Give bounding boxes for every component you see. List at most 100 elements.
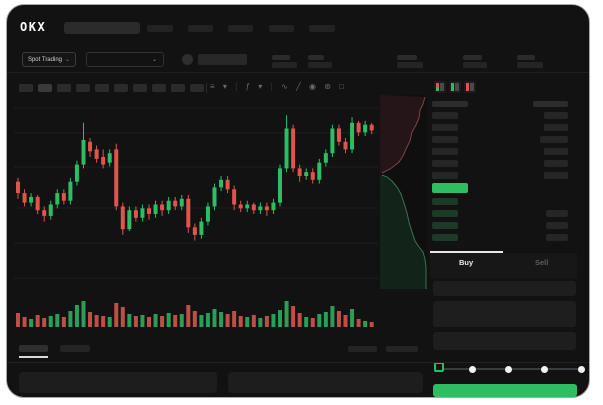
nav-item[interactable] (228, 25, 253, 32)
total-field[interactable] (433, 332, 576, 350)
volume-bar (166, 313, 171, 327)
book-asks-icon[interactable] (464, 81, 476, 93)
tab-buy[interactable]: Buy (459, 258, 474, 267)
volume-bar (192, 311, 197, 327)
volume-bar (343, 315, 348, 327)
last-price-badge[interactable] (432, 183, 468, 193)
volume-bar (140, 315, 145, 327)
ask-row-price[interactable] (432, 172, 458, 179)
ask-row-price[interactable] (432, 160, 458, 167)
timeframe-button[interactable] (133, 84, 147, 92)
bid-row-amount[interactable] (546, 210, 568, 217)
candle-body (120, 206, 125, 230)
ask-row-amount[interactable] (544, 160, 568, 167)
timeframe-button[interactable] (114, 84, 128, 92)
orders-tab[interactable] (60, 345, 90, 352)
settings-icon[interactable]: ⊛ (324, 81, 331, 91)
timeframe-button[interactable] (171, 84, 185, 92)
bid-row-price[interactable] (432, 210, 458, 217)
amount-field[interactable] (433, 301, 576, 327)
indicators-chevron-icon[interactable]: ▾ (258, 81, 263, 91)
volume-bar (68, 311, 73, 327)
book-bids-icon[interactable] (449, 81, 461, 93)
ask-row-amount[interactable] (544, 112, 568, 119)
market-type-selector[interactable]: Spot Trading ⌄ (22, 52, 76, 67)
stat-label-placeholder (308, 55, 324, 60)
bottom-link[interactable] (386, 346, 418, 352)
timeframe-button[interactable] (19, 84, 33, 92)
slider-stop-dot[interactable] (469, 366, 476, 373)
timeframe-button[interactable] (76, 84, 90, 92)
buy-submit-button[interactable] (433, 384, 577, 397)
chart-type-icon[interactable]: ≡ (210, 81, 215, 91)
slider-handle[interactable] (434, 362, 444, 372)
orders-tab-active[interactable] (19, 345, 48, 352)
nav-item[interactable] (269, 25, 294, 32)
volume-bar (271, 314, 276, 327)
indicators-icon[interactable]: ƒ (245, 81, 251, 91)
bottom-divider (7, 362, 589, 363)
snapshot-icon[interactable]: ◉ (309, 81, 316, 91)
bottom-link[interactable] (348, 346, 377, 352)
slider-stop-dot[interactable] (578, 366, 585, 373)
timeframe-button[interactable] (38, 84, 52, 92)
slider-stop-dot[interactable] (541, 366, 548, 373)
candle-body (22, 193, 27, 203)
volume-bar (179, 314, 184, 327)
line-tool-icon[interactable]: ∿ (281, 81, 288, 91)
timeframe-button[interactable] (95, 84, 109, 92)
candle-body (343, 141, 348, 150)
ask-row-price[interactable] (432, 148, 458, 155)
ask-row-amount[interactable] (540, 136, 568, 143)
candle-body (35, 196, 40, 211)
bid-row-price[interactable] (432, 234, 458, 241)
candle-body (147, 208, 151, 214)
ask-row-amount[interactable] (544, 172, 568, 179)
candle-body (291, 128, 296, 169)
candle-body (363, 124, 368, 133)
slider-stop-dot[interactable] (505, 366, 512, 373)
search-input[interactable] (64, 22, 140, 34)
candle-body (133, 210, 138, 218)
tab-sell[interactable]: Sell (535, 258, 549, 267)
volume-bar (232, 311, 237, 327)
draw-tool-icon[interactable]: ╱ (295, 81, 301, 91)
volume-bar (48, 316, 53, 327)
candle-body (140, 208, 145, 218)
candle-body (245, 204, 250, 209)
volume-bar (133, 316, 138, 327)
pair-selector[interactable]: ⌄ (86, 52, 164, 67)
bid-row-price[interactable] (432, 198, 458, 205)
bid-row-amount[interactable] (546, 234, 568, 241)
candlestick-chart[interactable] (14, 95, 378, 335)
candle-body (205, 206, 210, 222)
chart-type-chevron-icon[interactable]: ▾ (222, 81, 227, 91)
volume-bar (29, 319, 34, 327)
fullscreen-icon[interactable]: □ (339, 81, 344, 91)
order-tab-bar (430, 253, 577, 278)
volume-bar (225, 314, 230, 327)
bid-row-price[interactable] (432, 222, 458, 229)
okx-logo: OKX (20, 20, 47, 34)
ask-row-amount[interactable] (544, 124, 568, 131)
volume-bar (205, 313, 210, 327)
timeframe-button[interactable] (152, 84, 166, 92)
volume-bar (291, 306, 296, 327)
nav-item[interactable] (147, 25, 173, 32)
volume-bar (356, 319, 361, 327)
book-both-icon[interactable] (434, 81, 446, 93)
ask-row-price[interactable] (432, 112, 458, 119)
timeframe-button[interactable] (190, 84, 204, 92)
volume-bar (369, 322, 374, 327)
bid-row-amount[interactable] (546, 222, 568, 229)
candle-body (199, 221, 204, 235)
nav-item[interactable] (188, 25, 213, 32)
ask-row-price[interactable] (432, 136, 458, 143)
volume-bar (42, 318, 47, 327)
ask-row-amount[interactable] (544, 148, 568, 155)
price-field[interactable] (433, 281, 576, 296)
ask-row-price[interactable] (432, 124, 458, 131)
nav-item[interactable] (309, 25, 335, 32)
timeframe-button[interactable] (57, 84, 71, 92)
candle-body (297, 168, 302, 176)
